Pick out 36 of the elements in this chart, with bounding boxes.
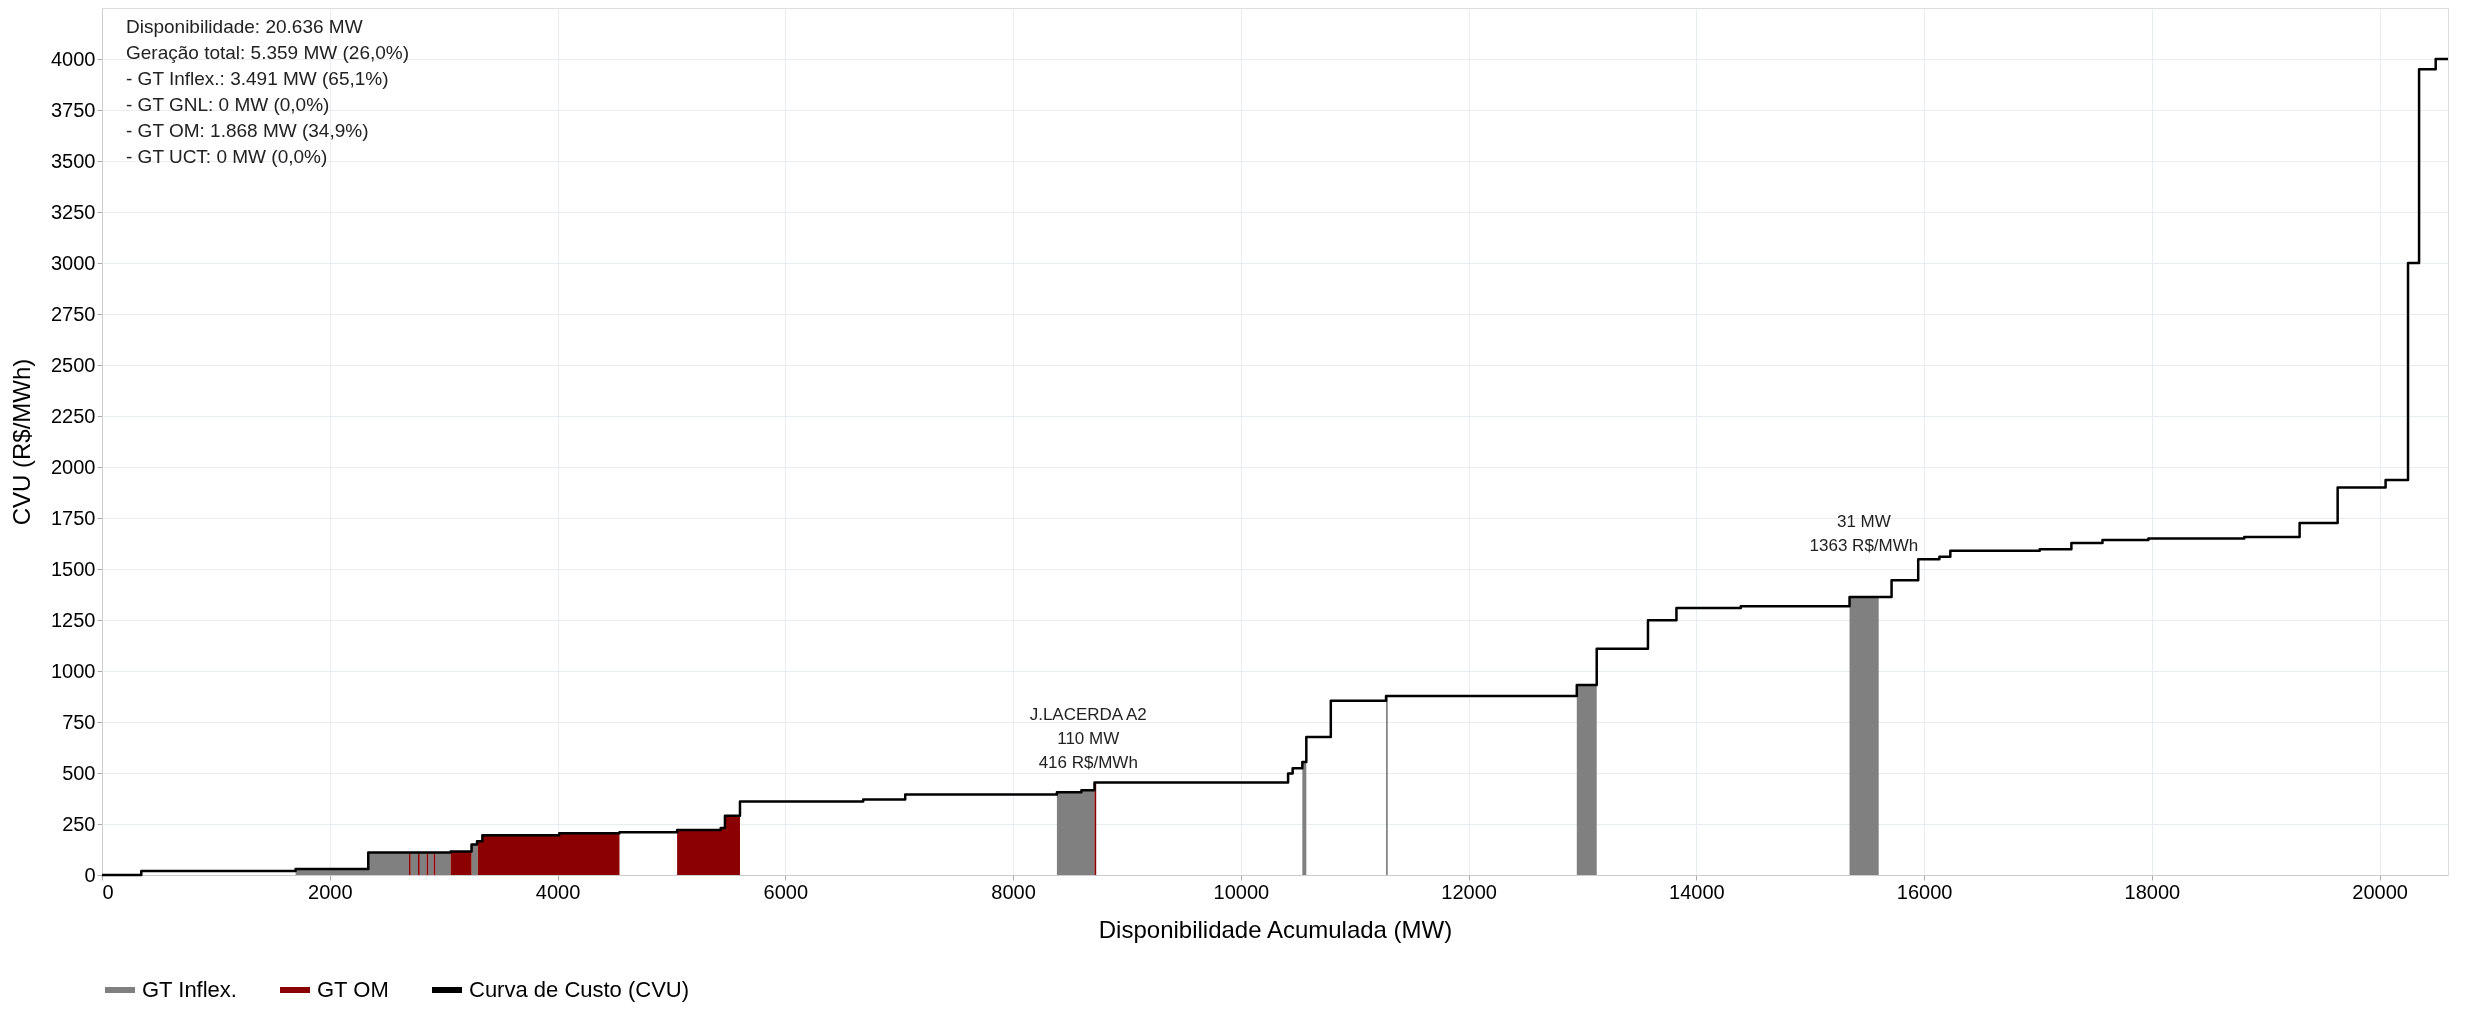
y-axis-title: CVU (R$/MWh) [8,358,36,526]
y-tick-label: 500 [62,761,96,784]
annotation: Disponibilidade: 20.636 MW Geração total: 5.359 MW (26,0%) - GT Inflex.: 3.491 MW (65,1%) - GT GNL: 0 MW (0,0%) - GT OM: 1.868 MW (34,9%) - GT UCT: 0 MW (0,0%) [126,16,410,167]
annotation: J.LACERDA A2 110 MW 416 R$/MWh [1029,705,1147,773]
y-tick-label: 1500 [51,557,96,580]
x-tick-label: 6000 [763,880,809,903]
legend-label: GT OM [317,977,389,1002]
y-tick-label: 2000 [51,455,96,478]
y-tick-label: 2750 [51,302,96,325]
y-tick-label: 4000 [51,47,96,70]
x-tick-label: 16000 [1896,880,1953,903]
x-tick-label: 0 [102,880,114,903]
y-tick-label: 750 [62,710,96,733]
y-tick-label: 2250 [51,404,96,427]
y-tick-label: 1750 [51,506,96,529]
x-tick-label: 10000 [1213,880,1270,903]
annotation: 31 MW 1363 R$/MWh [1809,511,1919,555]
y-tick-label: 2500 [51,353,96,376]
y-tick-label: 250 [62,812,96,835]
y-tick-label: 1000 [51,659,96,682]
y-tick-label: 3250 [51,200,96,223]
y-tick-label: 0 [84,863,96,886]
x-tick-label: 2000 [308,880,353,903]
x-tick-label: 20000 [2352,880,2408,903]
y-tick-label: 3000 [51,251,96,274]
y-tick-label: 1250 [51,608,96,631]
legend-label: GT Inflex. [142,977,237,1002]
x-tick-label: 4000 [535,880,581,903]
x-tick-label: 14000 [1669,880,1725,903]
x-tick-label: 12000 [1441,880,1497,903]
y-tick-label: 3500 [51,149,96,172]
legend-label: Curva de Custo (CVU) [469,977,690,1002]
y-tick-label: 3750 [51,98,96,121]
x-tick-label: 8000 [991,880,1036,903]
x-axis-title: Disponibilidade Acumulada (MW) [1098,915,1453,943]
x-tick-label: 18000 [2124,880,2181,903]
